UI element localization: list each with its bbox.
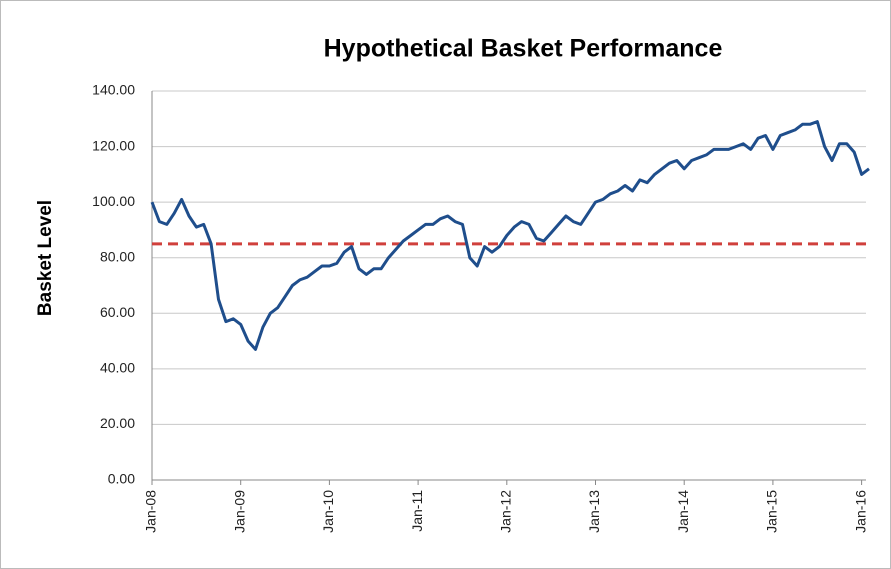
y-tick-label: 20.00 [100,415,135,431]
y-tick-label: 80.00 [100,248,135,264]
y-tick-label: 100.00 [92,193,135,209]
x-tick-label: Jan-11 [409,490,425,532]
x-tick-label: Jan-08 [143,490,159,533]
y-tick-label: 120.00 [92,137,135,153]
x-tick-label: Jan-14 [675,490,691,533]
y-tick-label: 40.00 [100,360,135,376]
y-tick-label: 0.00 [108,471,135,487]
x-tick-label: Jan-13 [586,490,602,533]
x-tick-label: Jan-12 [498,490,514,533]
y-tick-label: 60.00 [100,304,135,320]
x-tick-label: Jan-09 [231,490,247,533]
data-line [150,120,870,351]
chart-title: Hypothetical Basket Performance [324,35,723,63]
x-tick-label: Jan-15 [764,490,780,533]
y-axis-label: Basket Level [35,200,56,316]
x-tick-label: Jan-10 [320,490,336,533]
y-tick-label: 140.00 [92,82,135,98]
x-tick-label: Jan-16 [852,490,868,533]
